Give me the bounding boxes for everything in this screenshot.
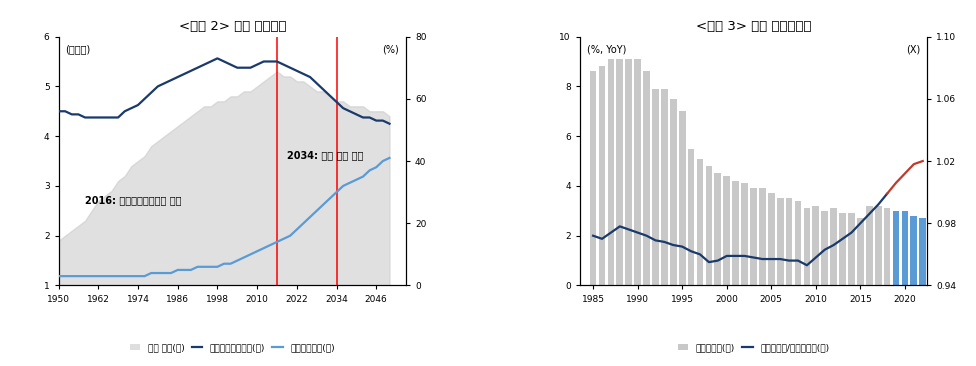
Bar xyxy=(911,216,917,285)
Bar xyxy=(617,59,623,285)
Bar xyxy=(786,198,793,285)
Bar xyxy=(777,198,784,285)
Bar xyxy=(831,208,837,285)
Bar xyxy=(732,181,739,285)
Bar xyxy=(590,71,596,285)
Bar xyxy=(723,176,730,285)
Bar xyxy=(759,188,766,285)
Bar xyxy=(794,201,801,285)
Bar xyxy=(697,158,704,285)
Bar xyxy=(688,149,695,285)
Bar xyxy=(874,206,881,285)
Bar xyxy=(598,67,605,285)
Bar xyxy=(741,183,748,285)
Bar xyxy=(893,211,899,285)
Text: 2034: 전체 인구 감소: 2034: 전체 인구 감소 xyxy=(287,150,363,161)
Bar xyxy=(714,173,721,285)
Bar xyxy=(848,213,855,285)
Title: <그림 2> 한국 인구구조: <그림 2> 한국 인구구조 xyxy=(179,20,286,33)
Bar xyxy=(626,59,632,285)
Bar xyxy=(883,208,890,285)
Bar xyxy=(919,218,926,285)
Text: (%): (%) xyxy=(383,44,399,54)
Bar xyxy=(751,188,756,285)
Bar xyxy=(857,218,864,285)
Bar xyxy=(670,99,676,285)
Bar xyxy=(661,89,668,285)
Bar xyxy=(634,59,641,285)
Text: (X): (X) xyxy=(906,44,920,54)
Text: (천만명): (천만명) xyxy=(65,44,91,54)
Title: <그림 3> 한국 잠재성장률: <그림 3> 한국 잠재성장률 xyxy=(696,20,811,33)
Bar xyxy=(822,211,828,285)
Bar xyxy=(706,166,712,285)
Legend: 잠재성장률(좌), 잠재성장률/실제성장률(우): 잠재성장률(좌), 잠재성장률/실제성장률(우) xyxy=(674,339,833,356)
Bar xyxy=(643,71,650,285)
Bar xyxy=(812,206,819,285)
Bar xyxy=(902,211,909,285)
Bar xyxy=(768,193,775,285)
Legend: 전체 인구(좌), 생산가능인구비중(우), 고령인구비중(우): 전체 인구(좌), 생산가능인구비중(우), 고령인구비중(우) xyxy=(126,339,339,356)
Bar xyxy=(803,208,810,285)
Bar xyxy=(839,213,846,285)
Text: (%, YoY): (%, YoY) xyxy=(587,44,626,54)
Bar xyxy=(866,206,873,285)
Bar xyxy=(652,89,659,285)
Bar xyxy=(608,59,614,285)
Text: 2016: 생산가능인구비중 감소: 2016: 생산가능인구비중 감소 xyxy=(85,195,182,205)
Bar xyxy=(679,111,685,285)
